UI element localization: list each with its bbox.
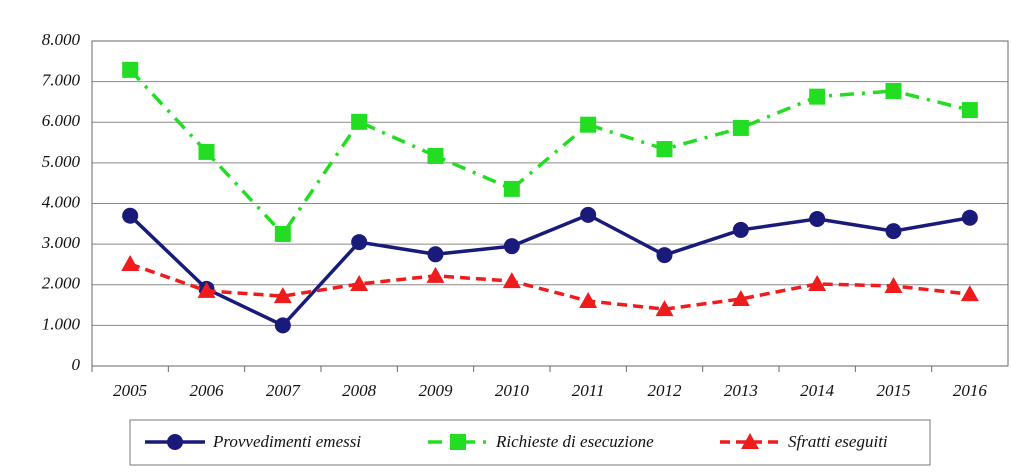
marker xyxy=(741,433,759,449)
legend-label: Sfratti eseguiti xyxy=(788,432,888,451)
marker xyxy=(961,102,978,119)
marker xyxy=(198,143,215,160)
x-tick-label: 2008 xyxy=(342,381,377,400)
marker xyxy=(731,289,750,306)
x-tick-label: 2005 xyxy=(113,381,147,400)
x-tick-label: 2012 xyxy=(648,381,683,400)
marker xyxy=(427,147,444,164)
marker xyxy=(732,221,749,238)
marker xyxy=(580,116,597,133)
marker xyxy=(809,210,826,227)
marker xyxy=(351,234,368,251)
y-tick-label: 2.000 xyxy=(42,274,81,293)
x-tick-label: 2013 xyxy=(724,381,758,400)
x-tick-label: 2006 xyxy=(190,381,225,400)
marker xyxy=(656,247,673,264)
x-tick-label: 2016 xyxy=(953,381,988,400)
legend-label: Richieste di esecuzione xyxy=(495,432,654,451)
marker xyxy=(580,206,597,223)
y-tick-label: 7.000 xyxy=(42,71,81,90)
marker xyxy=(274,317,291,334)
x-tick-label: 2015 xyxy=(877,381,911,400)
marker xyxy=(655,300,674,317)
marker xyxy=(808,274,827,291)
y-tick-label: 5.000 xyxy=(42,152,81,171)
marker xyxy=(426,266,445,283)
marker xyxy=(121,255,140,272)
marker xyxy=(961,209,978,226)
marker xyxy=(350,274,369,291)
x-tick-label: 2011 xyxy=(572,381,605,400)
series-line xyxy=(128,68,971,237)
marker xyxy=(351,113,368,130)
x-tick-label: 2014 xyxy=(800,381,835,400)
marker xyxy=(427,246,444,263)
series-line xyxy=(128,212,971,328)
marker xyxy=(122,207,139,224)
marker xyxy=(809,88,826,105)
marker xyxy=(732,119,749,136)
y-tick-label: 1.000 xyxy=(42,314,81,333)
marker xyxy=(167,434,183,450)
series-line xyxy=(129,262,971,311)
marker xyxy=(197,281,216,298)
marker xyxy=(884,276,903,293)
y-tick-label: 3.000 xyxy=(41,233,81,252)
marker xyxy=(579,292,598,308)
x-tick-label: 2010 xyxy=(495,381,530,400)
marker xyxy=(656,141,673,158)
marker xyxy=(503,238,520,255)
marker xyxy=(274,225,291,242)
y-tick-label: 4.000 xyxy=(42,192,81,211)
x-tick-label: 2007 xyxy=(266,381,302,400)
legend-box xyxy=(129,419,931,466)
marker xyxy=(885,223,902,240)
marker xyxy=(273,287,292,304)
y-tick-label: 6.000 xyxy=(42,111,81,130)
x-tick-label: 2009 xyxy=(419,381,454,400)
marker xyxy=(503,180,520,197)
marker xyxy=(960,285,979,302)
legend-label: Provvedimenti emessi xyxy=(212,432,361,451)
y-tick-label: 8.000 xyxy=(42,30,81,49)
marker xyxy=(122,61,139,78)
marker xyxy=(450,434,466,450)
marker xyxy=(885,82,902,99)
y-tick-label: 0 xyxy=(72,355,81,374)
marker xyxy=(502,272,521,289)
